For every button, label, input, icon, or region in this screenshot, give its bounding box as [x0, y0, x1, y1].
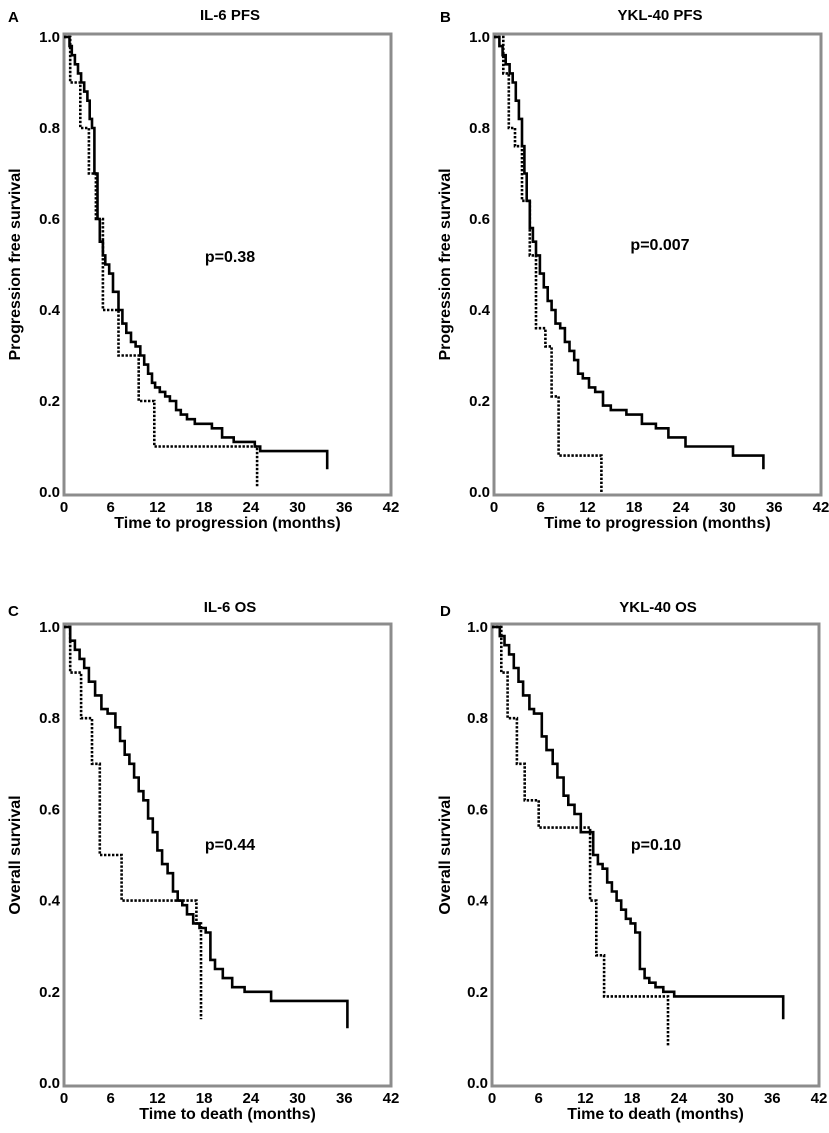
km-curve-dotted — [64, 625, 203, 1020]
km-curve-solid — [492, 625, 785, 1020]
panel-a: A IL-6 PFS 0.0 0.2 0.4 0.6 0.8 1.0 0 6 12 18 24 30 36 4… — [7, 7, 399, 532]
x-axis-label: Time to death (months) — [139, 1106, 316, 1123]
x-tick-label: 24 — [243, 1090, 260, 1107]
x-tick-label: 0 — [490, 499, 498, 516]
x-tick-label: 6 — [537, 499, 545, 516]
x-tick-label: 36 — [336, 499, 353, 516]
panel-c: C IL-6 OS 0.0 0.2 0.4 0.6 0.8 1.0 0 6 12 18 24 30 36 42… — [7, 599, 399, 1123]
km-curve-dotted — [492, 625, 670, 1047]
y-tick-label: 1.0 — [467, 619, 488, 636]
y-axis-label: Progression free survival — [7, 168, 24, 360]
plot-frame — [490, 622, 821, 1088]
y-tick-label: 1.0 — [469, 29, 490, 46]
x-tick-label: 18 — [626, 499, 643, 516]
x-tick-label: 36 — [766, 499, 783, 516]
y-tick-label: 0.4 — [39, 893, 61, 910]
x-tick-label: 12 — [149, 499, 166, 516]
x-tick-label: 6 — [535, 1090, 543, 1107]
x-tick-label: 6 — [107, 499, 115, 516]
x-tick-label: 42 — [383, 1090, 400, 1107]
plot-frame — [62, 32, 393, 497]
x-tick-label: 0 — [60, 499, 68, 516]
plot-frame — [492, 32, 823, 497]
p-value: p=0.38 — [205, 249, 255, 266]
panel-letter: B — [440, 9, 451, 26]
y-tick-label: 0.0 — [39, 484, 60, 501]
x-tick-label: 30 — [719, 499, 736, 516]
y-tick-label: 0.4 — [467, 893, 489, 910]
y-tick-label: 0.8 — [39, 710, 60, 727]
y-tick-label: 0.0 — [469, 484, 490, 501]
y-tick-label: 0.4 — [469, 302, 491, 319]
y-tick-label: 0.2 — [39, 393, 60, 410]
y-axis-label: Overall survival — [437, 795, 454, 914]
x-tick-label: 18 — [624, 1090, 641, 1107]
x-tick-label: 6 — [107, 1090, 115, 1107]
x-tick-label: 24 — [673, 499, 690, 516]
y-tick-label: 0.8 — [467, 710, 488, 727]
x-tick-label: 36 — [336, 1090, 353, 1107]
y-tick-label: 0.8 — [469, 120, 490, 137]
panel-letter: C — [8, 603, 19, 620]
panel-letter: A — [8, 9, 19, 26]
y-tick-label: 0.6 — [467, 801, 488, 818]
x-axis-label: Time to progression (months) — [544, 515, 770, 532]
y-tick-label: 0.2 — [467, 984, 488, 1001]
p-value: p=0.44 — [205, 837, 255, 854]
y-tick-label: 0.4 — [39, 302, 61, 319]
km-curve-dotted — [64, 35, 259, 488]
x-tick-label: 12 — [149, 1090, 166, 1107]
x-axis-label: Time to death (months) — [567, 1106, 744, 1123]
panel-letter: D — [440, 603, 451, 620]
x-axis-label: Time to progression (months) — [114, 515, 340, 532]
y-tick-label: 1.0 — [39, 29, 60, 46]
x-tick-label: 36 — [764, 1090, 781, 1107]
y-tick-label: 0.6 — [469, 211, 490, 228]
x-tick-label: 12 — [577, 1090, 594, 1107]
y-tick-label: 0.2 — [39, 984, 60, 1001]
x-tick-label: 0 — [60, 1090, 68, 1107]
x-tick-label: 18 — [196, 499, 213, 516]
x-tick-label: 30 — [289, 499, 306, 516]
km-curve-solid — [64, 625, 349, 1029]
y-axis-label: Progression free survival — [437, 168, 454, 360]
x-tick-label: 12 — [579, 499, 596, 516]
x-tick-label: 30 — [289, 1090, 306, 1107]
x-tick-label: 0 — [488, 1090, 496, 1107]
x-tick-label: 30 — [717, 1090, 734, 1107]
y-tick-label: 0.0 — [39, 1075, 60, 1092]
x-tick-label: 42 — [383, 499, 400, 516]
y-tick-label: 1.0 — [39, 619, 60, 636]
km-curve-solid — [494, 35, 765, 470]
x-tick-label: 42 — [811, 1090, 828, 1107]
y-tick-label: 0.8 — [39, 120, 60, 137]
y-tick-label: 0.6 — [39, 211, 60, 228]
x-tick-label: 24 — [243, 499, 260, 516]
y-axis-label: Overall survival — [7, 795, 24, 914]
panel-title: IL-6 OS — [204, 599, 257, 616]
x-tick-label: 24 — [671, 1090, 688, 1107]
panel-b: B YKL-40 PFS 0.0 0.2 0.4 0.6 0.8 1.0 0 6 12 18 24 30 3… — [437, 7, 829, 532]
p-value: p=0.007 — [630, 237, 689, 254]
panel-d: D YKL-40 OS 0.0 0.2 0.4 0.6 0.8 1.0 0 6 12 18 24 30 36… — [437, 599, 827, 1123]
x-tick-label: 18 — [196, 1090, 213, 1107]
panel-title: IL-6 PFS — [200, 7, 260, 24]
x-tick-label: 42 — [813, 499, 829, 516]
plot-frame — [62, 622, 393, 1088]
panel-title: YKL-40 OS — [619, 599, 697, 616]
y-tick-label: 0.0 — [467, 1075, 488, 1092]
y-tick-label: 0.2 — [469, 393, 490, 410]
y-tick-label: 0.6 — [39, 801, 60, 818]
km-curve-solid — [64, 35, 329, 470]
panel-title: YKL-40 PFS — [617, 7, 702, 24]
km-curve-dotted — [494, 35, 603, 492]
p-value: p=0.10 — [631, 837, 681, 854]
